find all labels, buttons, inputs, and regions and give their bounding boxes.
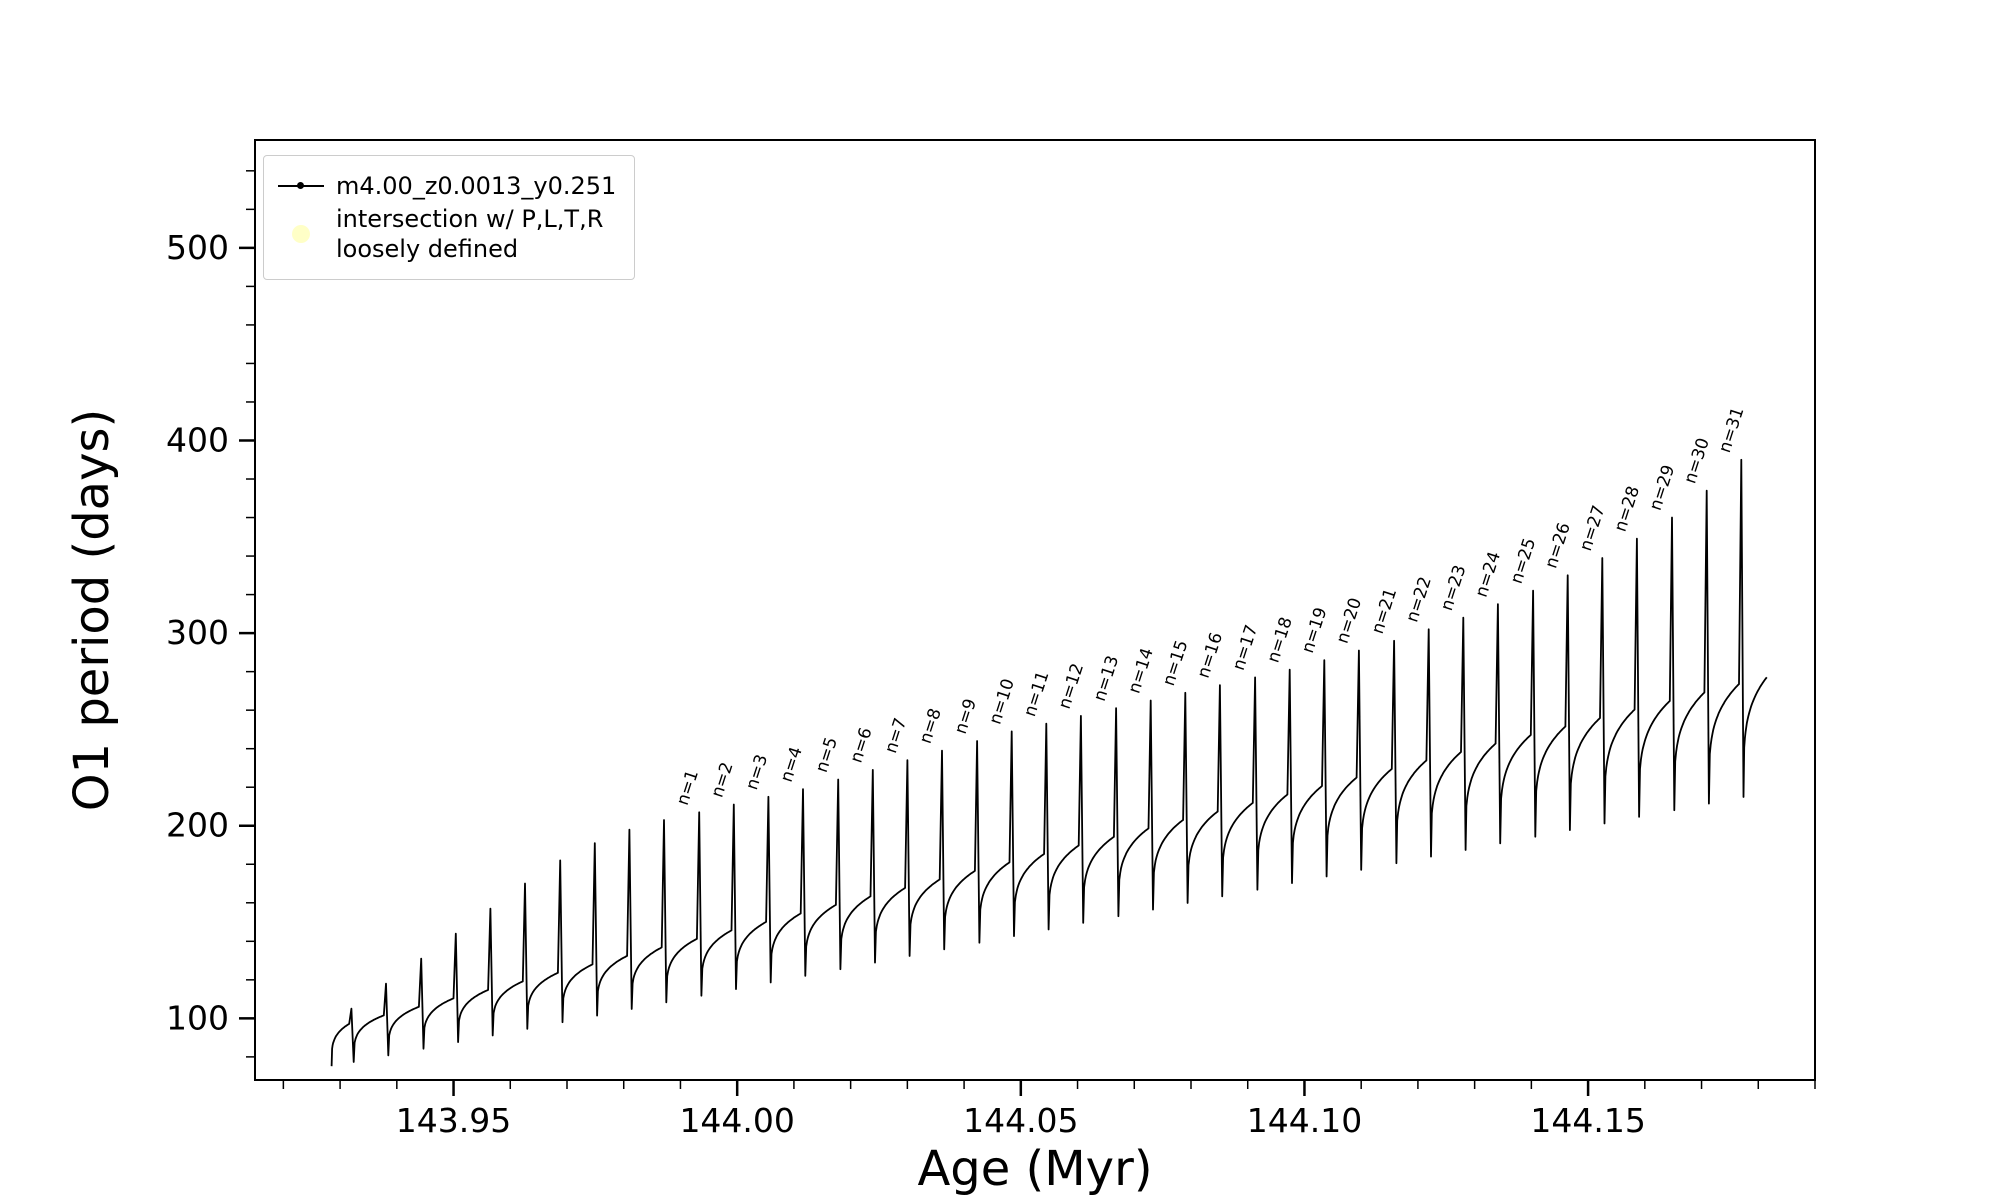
x-tick-label: 144.05: [963, 1101, 1078, 1140]
spike-label: n=9: [951, 696, 981, 736]
spike-label: n=5: [812, 735, 842, 775]
spike-label: n=26: [1541, 520, 1574, 571]
series-line: [330, 458, 1768, 1067]
spike-label: n=19: [1298, 605, 1331, 656]
legend-intersection-label: intersection w/ P,L,T,R loosely defined: [336, 204, 603, 264]
spike-label: n=11: [1020, 669, 1053, 720]
dot-marker-icon: [297, 182, 304, 189]
spike-label: n=28: [1611, 484, 1644, 535]
y-tick-label: 200: [166, 806, 229, 845]
spike-label: n=31: [1715, 405, 1748, 456]
legend-series-label: m4.00_z0.0013_y0.251: [336, 172, 617, 200]
spike-label: n=29: [1646, 463, 1679, 514]
spike-label: n=7: [881, 716, 911, 756]
spike-label: n=27: [1576, 503, 1609, 554]
x-axis-label: Age (Myr): [917, 1141, 1152, 1197]
x-tick-label: 144.00: [679, 1101, 794, 1140]
spike-label: n=14: [1124, 646, 1157, 697]
spike-label: n=2: [708, 760, 738, 800]
plot-border: [254, 139, 1816, 1081]
spike-label: n=6: [846, 725, 876, 765]
spike-label: n=21: [1368, 586, 1401, 637]
intersection-marker-icon: [292, 225, 310, 243]
line-marker-sample: [278, 182, 324, 189]
spike-label: n=15: [1159, 638, 1192, 689]
y-tick-label: 500: [166, 228, 229, 267]
spike-label: n=4: [777, 744, 807, 784]
y-tick-label: 100: [166, 998, 229, 1037]
legend-intersection-line1: intersection w/ P,L,T,R: [336, 205, 604, 233]
spike-label: n=22: [1402, 574, 1435, 625]
legend-intersection-line2: loosely defined: [336, 235, 519, 263]
y-axis-label: O1 period (days): [64, 409, 120, 812]
legend: m4.00_z0.0013_y0.251 intersection w/ P,L…: [263, 155, 636, 280]
spike-label: n=8: [916, 706, 946, 746]
spike-label: n=1: [673, 768, 703, 808]
spike-label: n=20: [1333, 595, 1366, 646]
spike-label: n=3: [742, 752, 772, 792]
legend-entry-intersection: intersection w/ P,L,T,R loosely defined: [278, 204, 616, 264]
y-tick-label: 400: [166, 420, 229, 459]
spike-label: n=18: [1263, 615, 1296, 666]
x-tick-label: 144.15: [1530, 1101, 1645, 1140]
y-tick-label: 300: [166, 613, 229, 652]
spike-label: n=10: [985, 676, 1018, 727]
spike-label: n=25: [1507, 536, 1540, 587]
spike-label: n=30: [1680, 436, 1713, 487]
spike-label: n=13: [1090, 653, 1123, 704]
spike-label: n=17: [1229, 622, 1262, 673]
axes: 143.95 144.00 144.05 144.10 144.15 100 200 300 4…: [166, 170, 1816, 1140]
spike-label: n=24: [1472, 549, 1505, 600]
spike-label: n=12: [1055, 661, 1088, 712]
x-tick-label: 144.10: [1247, 1101, 1362, 1140]
spike-label: n=23: [1437, 563, 1470, 614]
legend-entry-series: m4.00_z0.0013_y0.251: [278, 171, 616, 201]
x-tick-label: 143.95: [396, 1101, 511, 1140]
spike-label: n=16: [1194, 630, 1227, 681]
spike-annotations: n=1 n=2 n=3 n=4 n=5 n=6 n=7 n=8 n=9 n=10 n=11 n=12 n…: [673, 405, 1749, 808]
